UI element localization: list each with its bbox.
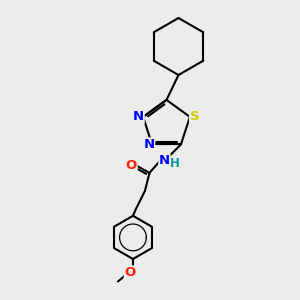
Text: N: N <box>143 138 155 151</box>
Text: N: N <box>159 154 170 167</box>
Text: O: O <box>124 266 136 279</box>
Text: S: S <box>190 110 199 123</box>
Text: H: H <box>170 158 180 170</box>
Text: O: O <box>126 159 137 172</box>
Text: N: N <box>133 110 144 123</box>
